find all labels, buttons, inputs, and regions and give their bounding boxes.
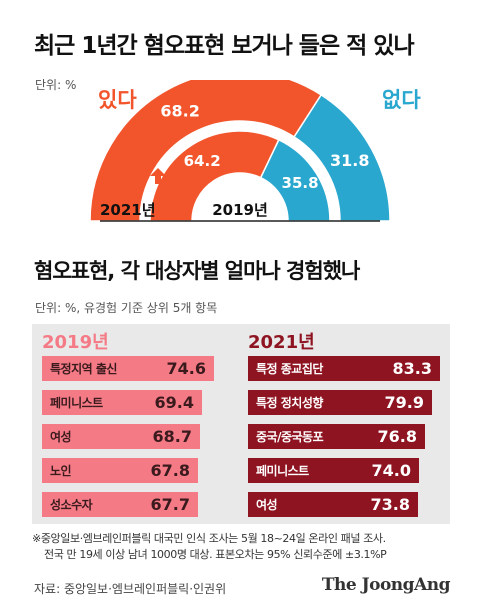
chart-title: 최근 1년간 혐오표현 보거나 들은 적 있나	[34, 33, 415, 59]
panel-2019-title: 2019년	[42, 332, 109, 353]
bar-label: 특정 종교집단	[256, 362, 323, 376]
bar-2019-4: 성소수자 67.7	[42, 492, 198, 517]
label-no: 없다	[382, 88, 421, 112]
bar-2021-4: 여성 73.8	[248, 492, 418, 517]
increase-annotation: 4%P	[100, 165, 149, 189]
year-2019-label: 2019년	[212, 201, 268, 219]
bar-label: 중국/중국동포	[256, 430, 324, 444]
bar-label: 여성	[256, 498, 278, 512]
year-2021-label: 2021년	[100, 201, 156, 219]
ring-0-slice-1	[293, 93, 391, 222]
bar-2021-3: 페미니스트 74.0	[248, 458, 419, 483]
ring-0-value-1: 31.8	[330, 151, 369, 170]
bar-value: 69.4	[154, 393, 194, 412]
bar-label: 페미니스트	[50, 396, 103, 410]
bar-2021-1: 특정 정치성향 79.9	[248, 390, 432, 415]
bar-label: 여성	[50, 430, 72, 444]
up-arrow-icon	[150, 168, 166, 184]
bar-2021-0: 특정 종교집단 83.3	[248, 356, 440, 381]
unit-label: 단위: %	[35, 78, 77, 92]
bar-value: 73.8	[370, 495, 410, 514]
note-line-2: 전국 만 19세 이상 남녀 1000명 대상. 표본오차는 95% 신뢰수준에…	[44, 548, 387, 561]
note-line-1: ※중앙일보·엠브레인퍼블릭 대국민 인식 조사는 5월 18~24일 온라인 패…	[32, 532, 386, 545]
bar-chart-unit: 단위: %, 유경험 기준 상위 5개 항목	[35, 301, 218, 315]
bar-label: 페미니스트	[256, 464, 309, 478]
semi-donut-chart: 68.2 31.8 64.2 35.8 있다 없다 4%P 2021년 2019년	[89, 80, 421, 222]
bar-2019-2: 여성 68.7	[42, 424, 200, 449]
brand-logo: The JoongAng	[321, 575, 451, 595]
bar-value: 76.8	[377, 427, 417, 446]
bar-label: 성소수자	[50, 498, 93, 512]
ring-1-value-0: 64.2	[184, 152, 221, 170]
panel-2021: 2021년 특정 종교집단 83.3 특정 정치성향 79.9 중국/중국동포 76.8 페…	[238, 324, 450, 524]
bar-value: 74.6	[166, 359, 206, 378]
bar-value: 67.8	[150, 461, 190, 480]
ring-1-value-1: 35.8	[282, 174, 319, 192]
ring-0-slice-0	[89, 80, 323, 222]
bar-value: 68.7	[152, 427, 192, 446]
label-yes: 있다	[98, 88, 137, 112]
ring-0-value-0: 68.2	[160, 101, 199, 120]
bar-2019-3: 노인 67.8	[42, 458, 198, 483]
bar-value: 83.3	[392, 359, 432, 378]
bar-2019-0: 특정지역 출신 74.6	[42, 356, 214, 381]
bar-2021-2: 중국/중국동포 76.8	[248, 424, 425, 449]
panel-2019: 2019년 특정지역 출신 74.6 페미니스트 69.4 여성 68.7 노인 67.8 성소…	[32, 324, 244, 524]
bar-chart-title: 혐오표현, 각 대상자별 얼마나 경험했나	[34, 259, 360, 283]
ring-1-slice-0	[149, 130, 280, 222]
bar-label: 특정지역 출신	[50, 362, 117, 376]
panel-2021-title: 2021년	[248, 332, 315, 353]
bar-value: 67.7	[150, 495, 190, 514]
bar-value: 79.9	[384, 393, 424, 412]
bar-label: 특정 정치성향	[256, 396, 323, 410]
bar-value: 74.0	[371, 461, 411, 480]
source-label: 자료: 중앙일보·엠브레인퍼블릭·인권위	[34, 582, 227, 596]
bar-label: 노인	[50, 464, 72, 478]
bar-2019-1: 페미니스트 69.4	[42, 390, 202, 415]
survey-note: ※중앙일보·엠브레인퍼블릭 대국민 인식 조사는 5월 18~24일 온라인 패…	[32, 531, 387, 563]
